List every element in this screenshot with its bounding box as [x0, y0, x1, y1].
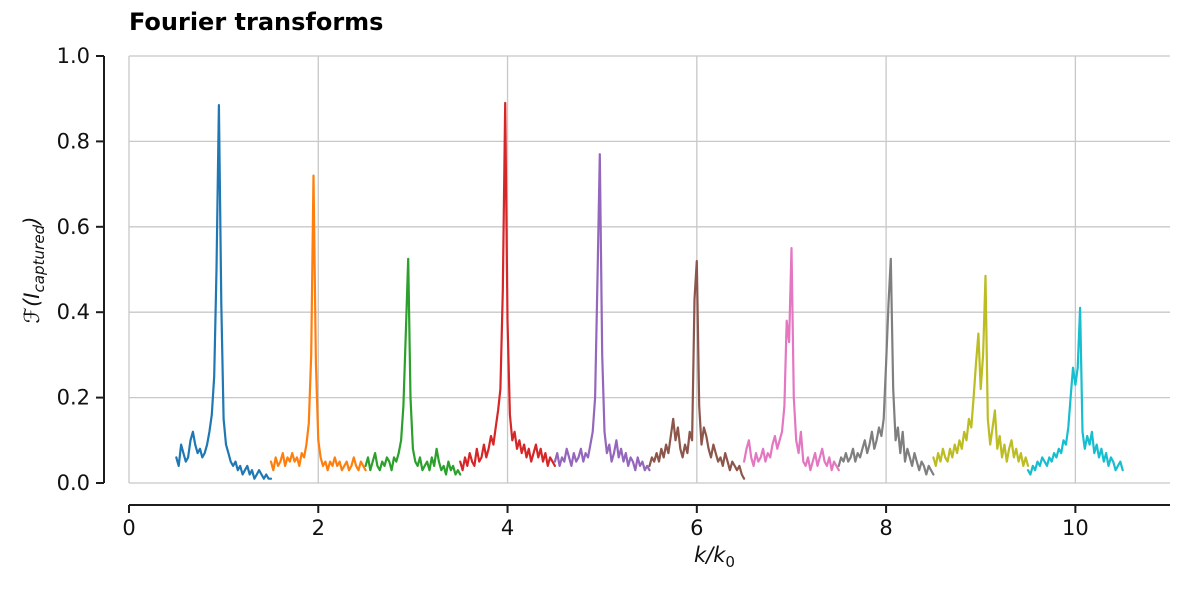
x-tick-label: 6 [690, 516, 703, 540]
x-tick-label: 4 [501, 516, 514, 540]
series-line-4 [459, 101, 557, 472]
x-axis-label: k/k0 [0, 543, 1200, 571]
series-line-10 [1026, 306, 1124, 476]
series-line-6 [648, 259, 746, 480]
x-axis-label-main: k/k [693, 543, 726, 567]
x-tick-label: 10 [1062, 516, 1089, 540]
series-line-5 [553, 153, 651, 472]
x-tick-label: 2 [312, 516, 325, 540]
series-line-3 [364, 257, 462, 476]
y-axis-label-pre: ℱ(I [19, 292, 44, 324]
x-tick-label: 8 [879, 516, 892, 540]
y-tick-label: 1.0 [57, 44, 90, 68]
y-axis-label: ℱ(Icaptured) [20, 217, 48, 324]
y-tick-label: 0.2 [57, 386, 90, 410]
y-tick-label: 0.4 [57, 300, 90, 324]
series-line-8 [837, 257, 935, 476]
y-tick-label: 0.6 [57, 215, 90, 239]
series-line-2 [269, 174, 367, 472]
x-axis-label-sub: 0 [725, 553, 736, 572]
y-tick-label: 0.0 [57, 471, 90, 495]
y-axis-label-post: ) [19, 216, 44, 225]
series-line-7 [742, 247, 840, 472]
chart-title: Fourier transforms [129, 8, 384, 36]
y-axis-label-sub: captured [30, 224, 49, 293]
series-line-1 [175, 103, 273, 480]
x-tick-label: 0 [122, 516, 135, 540]
y-tick-label: 0.8 [57, 129, 90, 153]
series-line-9 [932, 274, 1030, 467]
